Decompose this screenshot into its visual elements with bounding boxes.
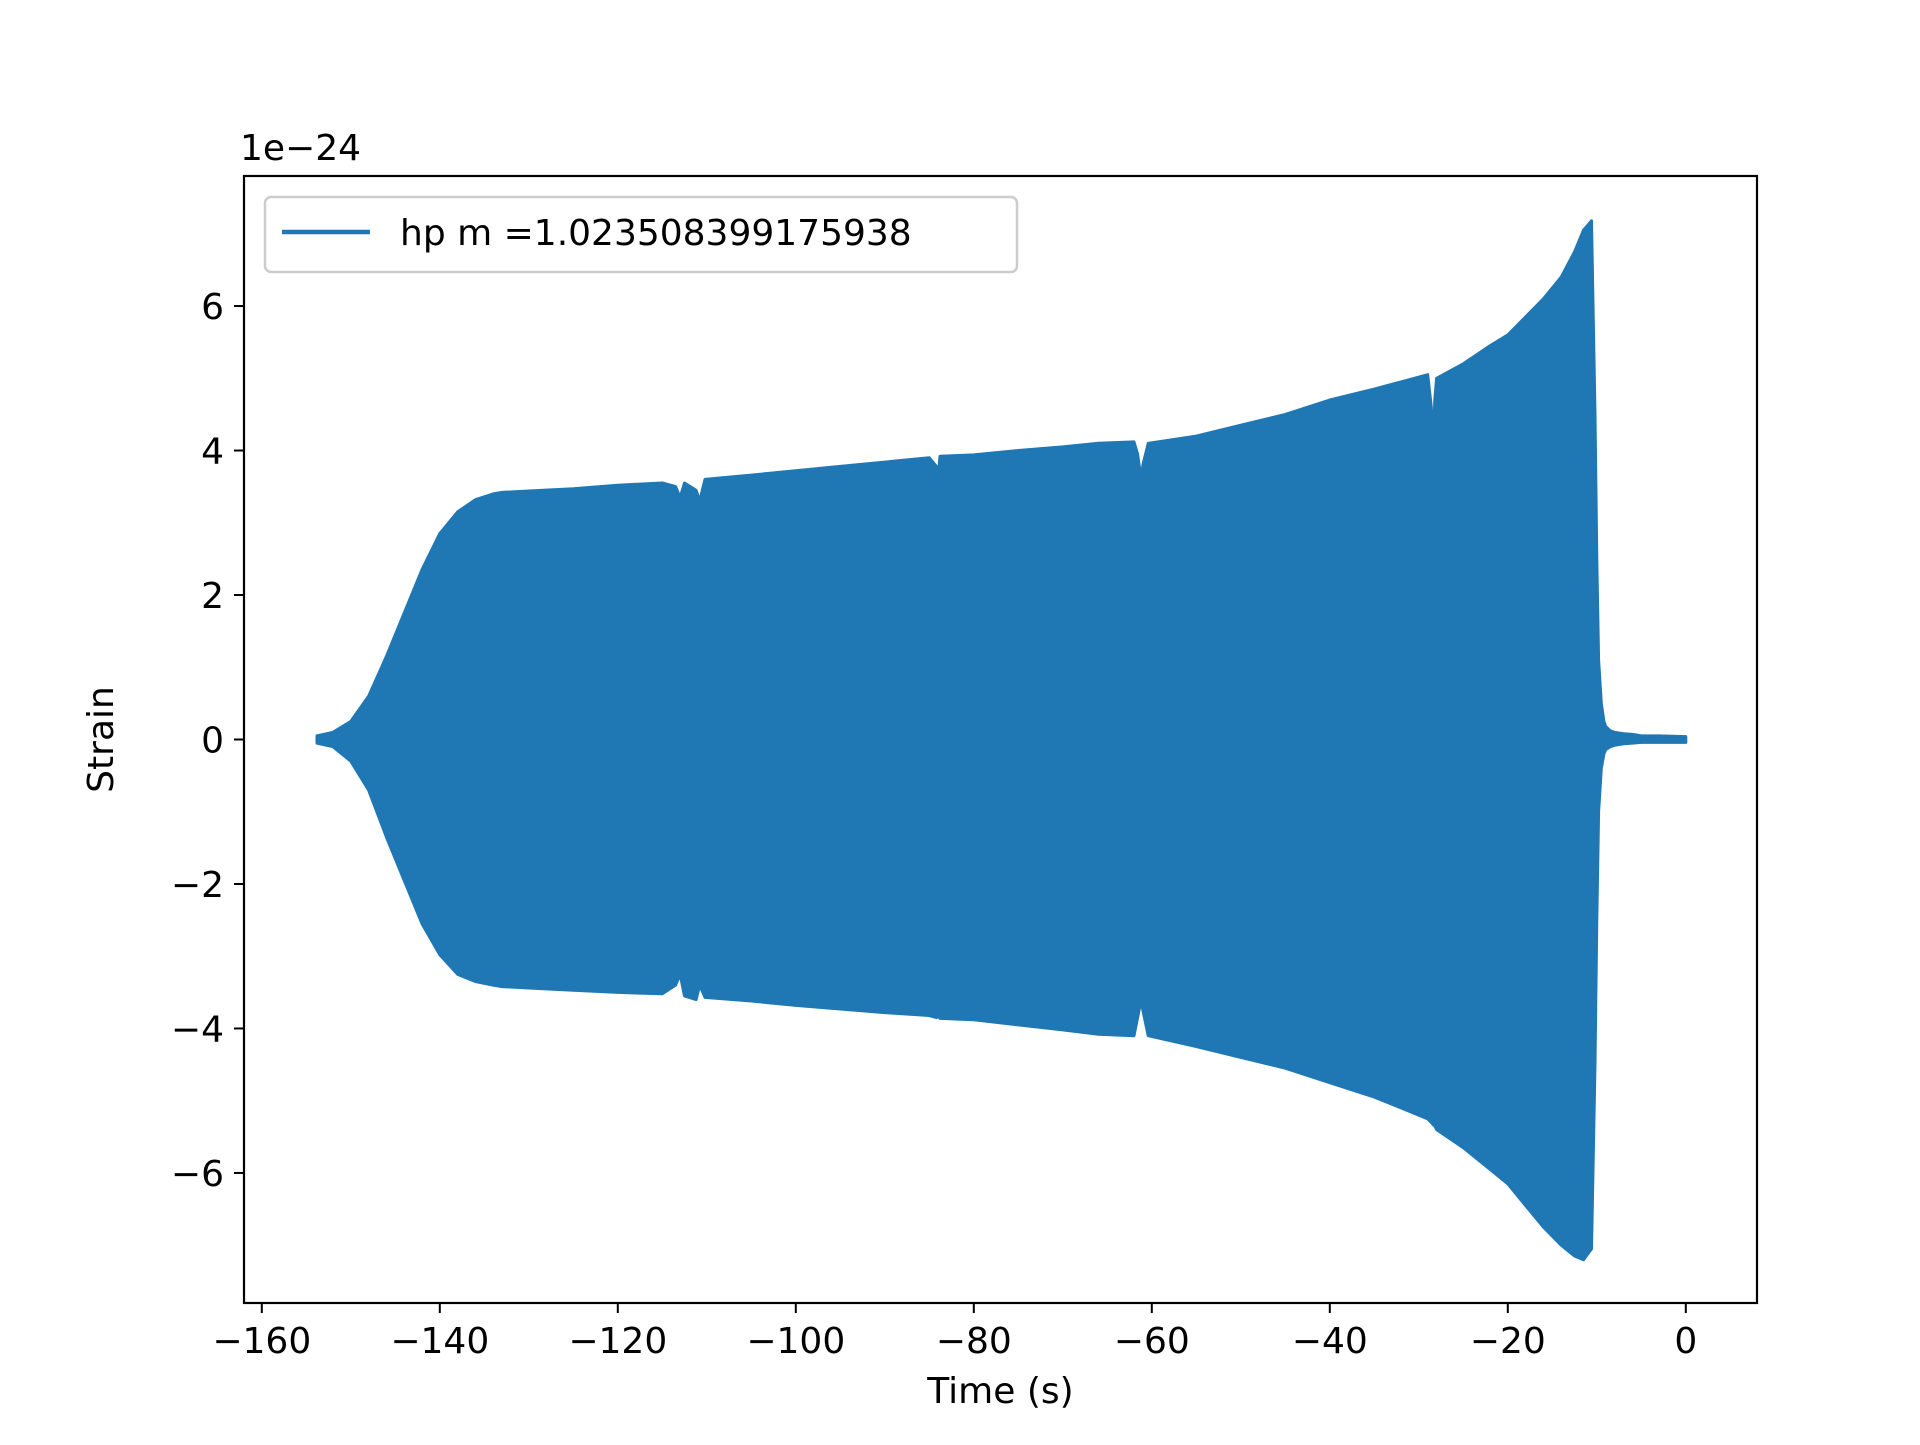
series-waveform (315, 219, 1688, 1262)
legend-box (263, 195, 1019, 274)
y-tick-label: −4 (171, 1009, 224, 1050)
y-axis-ticks: −6 −4 −2 0 2 4 6 (171, 287, 244, 1195)
legend-label: hp m =1.023508399175938 (400, 213, 912, 254)
y-tick-label: 0 (201, 721, 224, 762)
x-tick-label: −100 (746, 1321, 845, 1362)
legend: hp m =1.023508399175938 (263, 195, 1019, 274)
series-layer (315, 219, 1688, 1262)
y-tick-label: 2 (201, 576, 224, 617)
y-tick-label: −6 (171, 1154, 224, 1195)
x-tick-label: 0 (1674, 1321, 1697, 1362)
x-tick-label: −140 (390, 1321, 489, 1362)
x-tick-label: −40 (1292, 1321, 1368, 1362)
y-axis-offset-text: 1e−24 (240, 128, 361, 169)
x-tick-label: −80 (936, 1321, 1012, 1362)
x-tick-label: −60 (1114, 1321, 1190, 1362)
x-axis-label: Time (s) (926, 1371, 1073, 1412)
y-tick-label: 6 (201, 287, 224, 328)
x-tick-label: −160 (212, 1321, 311, 1362)
y-tick-label: 4 (201, 432, 224, 473)
x-tick-label: −20 (1470, 1321, 1546, 1362)
y-axis-label: Strain (81, 686, 122, 793)
x-tick-label: −120 (568, 1321, 667, 1362)
y-tick-label: −2 (171, 865, 224, 906)
x-axis-ticks: −160 −140 −120 −100 −80 −60 −40 −20 0 (212, 1303, 1697, 1362)
